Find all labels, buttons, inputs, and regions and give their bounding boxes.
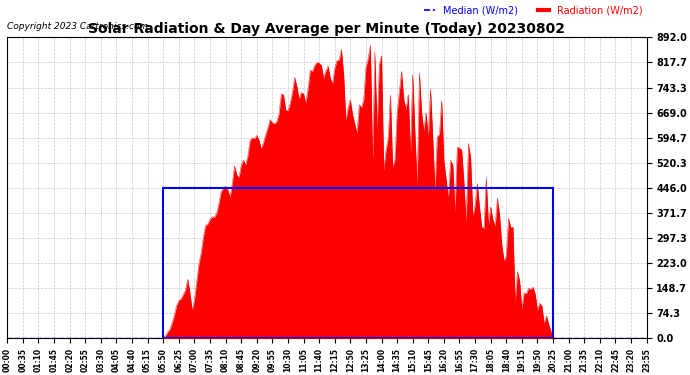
Legend: Median (W/m2), Radiation (W/m2): Median (W/m2), Radiation (W/m2)	[420, 2, 647, 19]
Text: Copyright 2023 Cartronics.com: Copyright 2023 Cartronics.com	[8, 22, 148, 32]
Title: Solar Radiation & Day Average per Minute (Today) 20230802: Solar Radiation & Day Average per Minute…	[88, 22, 565, 36]
Bar	[164, 188, 553, 338]
